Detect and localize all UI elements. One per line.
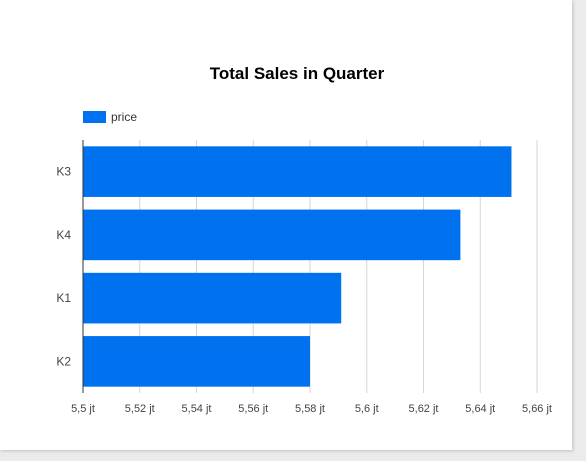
x-tick-label: 5,64 jt [465,403,495,415]
bars [83,146,512,387]
x-tick-label: 5,56 jt [238,403,268,415]
chart-title: Total Sales in Quarter [210,64,385,83]
x-axis-tick-labels: 5,5 jt 5,52 jt 5,54 jt 5,56 jt 5,58 jt 5,6 jt… [71,403,552,415]
legend[interactable]: price [83,110,137,124]
legend-swatch [83,111,106,123]
y-category-label: K2 [56,354,71,368]
x-tick-label: 5,6 jt [355,403,379,415]
x-tick-label: 5,66 jt [522,403,552,415]
bar-k1[interactable] [83,272,342,324]
y-axis-category-labels: K3 K4 K1 K2 [56,165,71,369]
bar-k2[interactable] [83,336,310,387]
bar-k3[interactable] [83,146,512,197]
chart-card: Total Sales in Quarter price 5,5 jt 5,52 … [0,0,572,450]
y-category-label: K4 [56,228,71,242]
bar-k4[interactable] [83,209,461,261]
y-category-label: K1 [56,291,71,305]
legend-label-price: price [111,110,137,124]
x-tick-label: 5,58 jt [295,403,325,415]
x-tick-label: 5,62 jt [409,403,439,415]
y-category-label: K3 [56,165,71,179]
x-tick-label: 5,52 jt [125,403,155,415]
x-tick-label: 5,5 jt [71,403,95,415]
x-tick-label: 5,54 jt [182,403,212,415]
bar-chart: Total Sales in Quarter price 5,5 jt 5,52 … [56,64,552,415]
